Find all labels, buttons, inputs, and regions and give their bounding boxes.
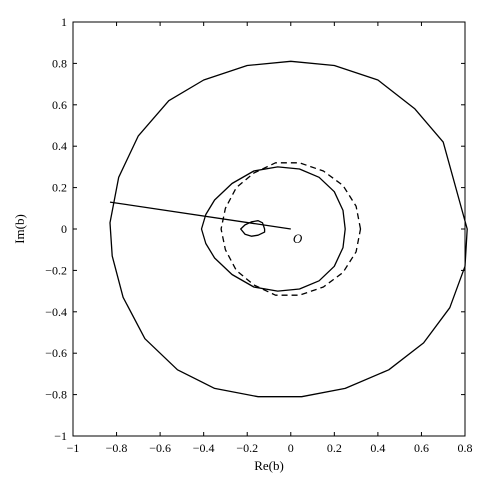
origin-annotation: O (293, 231, 303, 246)
x-tick-label: −1 (67, 441, 80, 455)
plot-frame (72, 21, 466, 437)
series-circle (220, 162, 362, 296)
x-tick-label: −0.4 (193, 441, 215, 455)
series-small-loop (240, 220, 266, 237)
series-segment (109, 201, 291, 230)
series-large-circle (109, 60, 468, 398)
series-cardioid (200, 166, 346, 292)
y-tick-label: 0.8 (52, 56, 67, 70)
y-tick-label: −0.4 (45, 305, 67, 319)
x-tick-group: −1 −0.8 −0.6 −0.4 −0.2 0 0.2 0.4 0.6 0.8 (67, 22, 473, 455)
x-tick-label: 0.2 (327, 441, 342, 455)
x-tick-label: 0.6 (414, 441, 429, 455)
y-tick-label: 0 (61, 222, 67, 236)
y-tick-label: −0.6 (45, 346, 67, 360)
y-axis-label: Im(b) (12, 214, 27, 244)
x-tick-label: 0.8 (458, 441, 473, 455)
x-tick-label: −0.2 (236, 441, 258, 455)
x-tick-label: −0.6 (149, 441, 171, 455)
y-tick-group: −1 −0.8 −0.6 −0.4 −0.2 0 0.2 0.4 0.6 0.8 1 (45, 15, 465, 443)
y-tick-label: −1 (54, 429, 67, 443)
y-tick-label: −0.8 (45, 388, 67, 402)
series-group (109, 60, 468, 398)
x-axis-label: Re(b) (254, 458, 284, 473)
y-tick-label: −0.2 (45, 263, 67, 277)
y-tick-label: 1 (61, 15, 67, 29)
x-tick-label: −0.8 (106, 441, 128, 455)
y-tick-label: 0.6 (52, 98, 67, 112)
y-tick-label: 0.2 (52, 181, 67, 195)
x-tick-label: 0.4 (370, 441, 385, 455)
x-tick-label: 0 (288, 441, 294, 455)
y-tick-label: 0.4 (52, 139, 67, 153)
